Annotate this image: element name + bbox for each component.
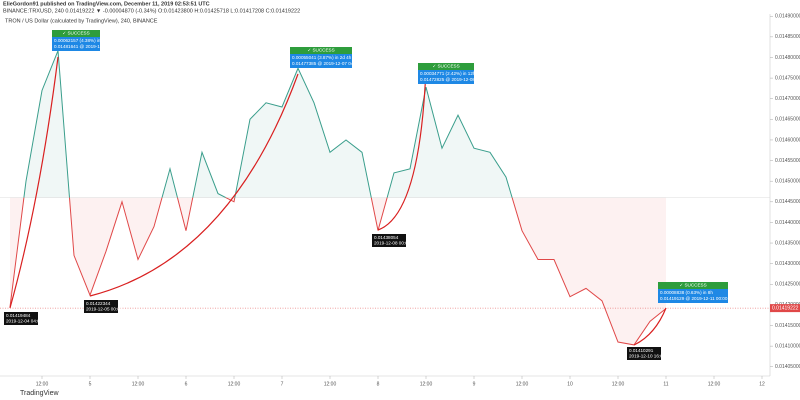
low-time: 2019-12-04 04:00: [6, 319, 43, 324]
target-box: [52, 37, 100, 51]
x-tick-label: 12:00: [516, 381, 529, 387]
x-tick-label: 7: [281, 381, 284, 387]
x-tick-label: 12:00: [228, 381, 241, 387]
x-tick-label: 5: [89, 381, 92, 387]
x-tick-label: 6: [185, 381, 188, 387]
x-tick-label: 8: [377, 381, 380, 387]
arc: [633, 307, 667, 346]
y-tick-label: 0.01445000: [775, 199, 800, 205]
target-box: [290, 54, 352, 68]
status-box: [418, 63, 474, 70]
status: ✓ SUCCESS: [679, 283, 706, 288]
low-box: [84, 300, 118, 313]
plot-area: [0, 50, 770, 346]
low-time: 2019-12-08 00:00: [374, 241, 411, 246]
y-tick-label: 0.01430000: [775, 261, 800, 267]
arc: [89, 73, 299, 297]
y-tick-label: 0.01425000: [775, 282, 800, 288]
target-box: [658, 289, 728, 303]
low-labels: 0.01419484 2019-12-04 04:00 0.01422344 2…: [4, 234, 666, 360]
gain: 0.00008838 (0.63%) in 8h: [660, 290, 713, 295]
targets: ✓ SUCCESS 0.00062157 (4.38%) in 12h 0.01…: [52, 30, 728, 303]
low-price: 0.01419484: [6, 313, 31, 318]
x-tick-label: 12:00: [324, 381, 337, 387]
x-tick-label: 12:00: [612, 381, 625, 387]
x-tick-label: 12:00: [708, 381, 721, 387]
low-box: [627, 347, 661, 360]
y-tick-label: 0.01460000: [775, 137, 800, 143]
arc: [377, 67, 427, 231]
low-box: [372, 234, 406, 247]
x-tick-label: 10: [567, 381, 573, 387]
gain: 0.00062157 (4.38%) in 12h: [54, 38, 110, 43]
status: ✓ SUCCESS: [307, 48, 334, 53]
y-tick-label: 0.01435000: [775, 240, 800, 246]
x-tick-label: 12:00: [36, 381, 49, 387]
y-tick-label: 0.01485000: [775, 34, 800, 40]
target-box: [418, 70, 474, 84]
x-tick-label: 12: [759, 381, 765, 387]
arc: [9, 56, 59, 309]
status: ✓ SUCCESS: [62, 31, 89, 36]
symbol-info: BINANCE:TRXUSD, 240 0.01419222 ▼ -0.0000…: [3, 8, 300, 14]
y-tick-label: 0.01475000: [775, 75, 800, 81]
y-tick-label: 0.01455000: [775, 158, 800, 164]
target-price: 0.01419129 @ 2019-12-11 00:00: [660, 296, 728, 301]
status: ✓ SUCCESS: [432, 64, 459, 69]
y-tick-label: 0.01450000: [775, 179, 800, 185]
area-above: [10, 50, 666, 198]
y-tick-label: 0.01465000: [775, 117, 800, 123]
y-tick-label: 0.01405000: [775, 364, 800, 370]
low-price: 0.01438054: [374, 235, 399, 240]
x-tick-label: 12:00: [132, 381, 145, 387]
arcs: [9, 56, 667, 346]
target-price: 0.01477385 @ 2019-12-07 04:00: [292, 61, 360, 66]
low-price: 0.01422344: [86, 301, 111, 306]
target-price: 0.01481641 @ 2019-12-04 16:00: [54, 44, 122, 49]
y-tick-label: 0.01480000: [775, 55, 800, 61]
chart-title: TRON / US Dollar (calculated by TradingV…: [5, 18, 158, 24]
publisher: ElieGordon91 published on TradingView.co…: [3, 1, 210, 7]
low-price: 0.01410291: [629, 348, 654, 353]
x-tick-label: 12:00: [420, 381, 433, 387]
line-above: [23, 50, 513, 198]
low-time: 2019-12-10 16:00: [629, 354, 666, 359]
area-below: [10, 197, 666, 345]
status-box: [52, 30, 100, 37]
x-tick-label: 11: [663, 381, 668, 387]
x-tick-label: 9: [473, 381, 476, 387]
y-tick-label: 0.01415000: [775, 323, 800, 329]
y-tick-label: 0.01490000: [775, 14, 800, 20]
gain: 0.00055041 (3.87%) in 2d 4h: [292, 55, 352, 60]
low-box: [4, 312, 38, 325]
target-price: 0.01472825 @ 2019-12-08 12:00: [420, 77, 488, 82]
gain: 0.00034771 (2.42%) in 12h: [420, 71, 476, 76]
y-tick-label: 0.01440000: [775, 220, 800, 226]
logo: TradingView: [20, 390, 59, 397]
y-tick-label: 0.01410000: [775, 343, 800, 349]
low-time: 2019-12-05 00:00: [86, 307, 123, 312]
last-price-box: [770, 304, 800, 313]
status-box: [658, 282, 728, 289]
line-below: [9, 197, 667, 346]
status-box: [290, 47, 352, 54]
y-tick-label: 0.01470000: [775, 96, 800, 102]
last-price-label: 0.01419222: [772, 305, 799, 311]
